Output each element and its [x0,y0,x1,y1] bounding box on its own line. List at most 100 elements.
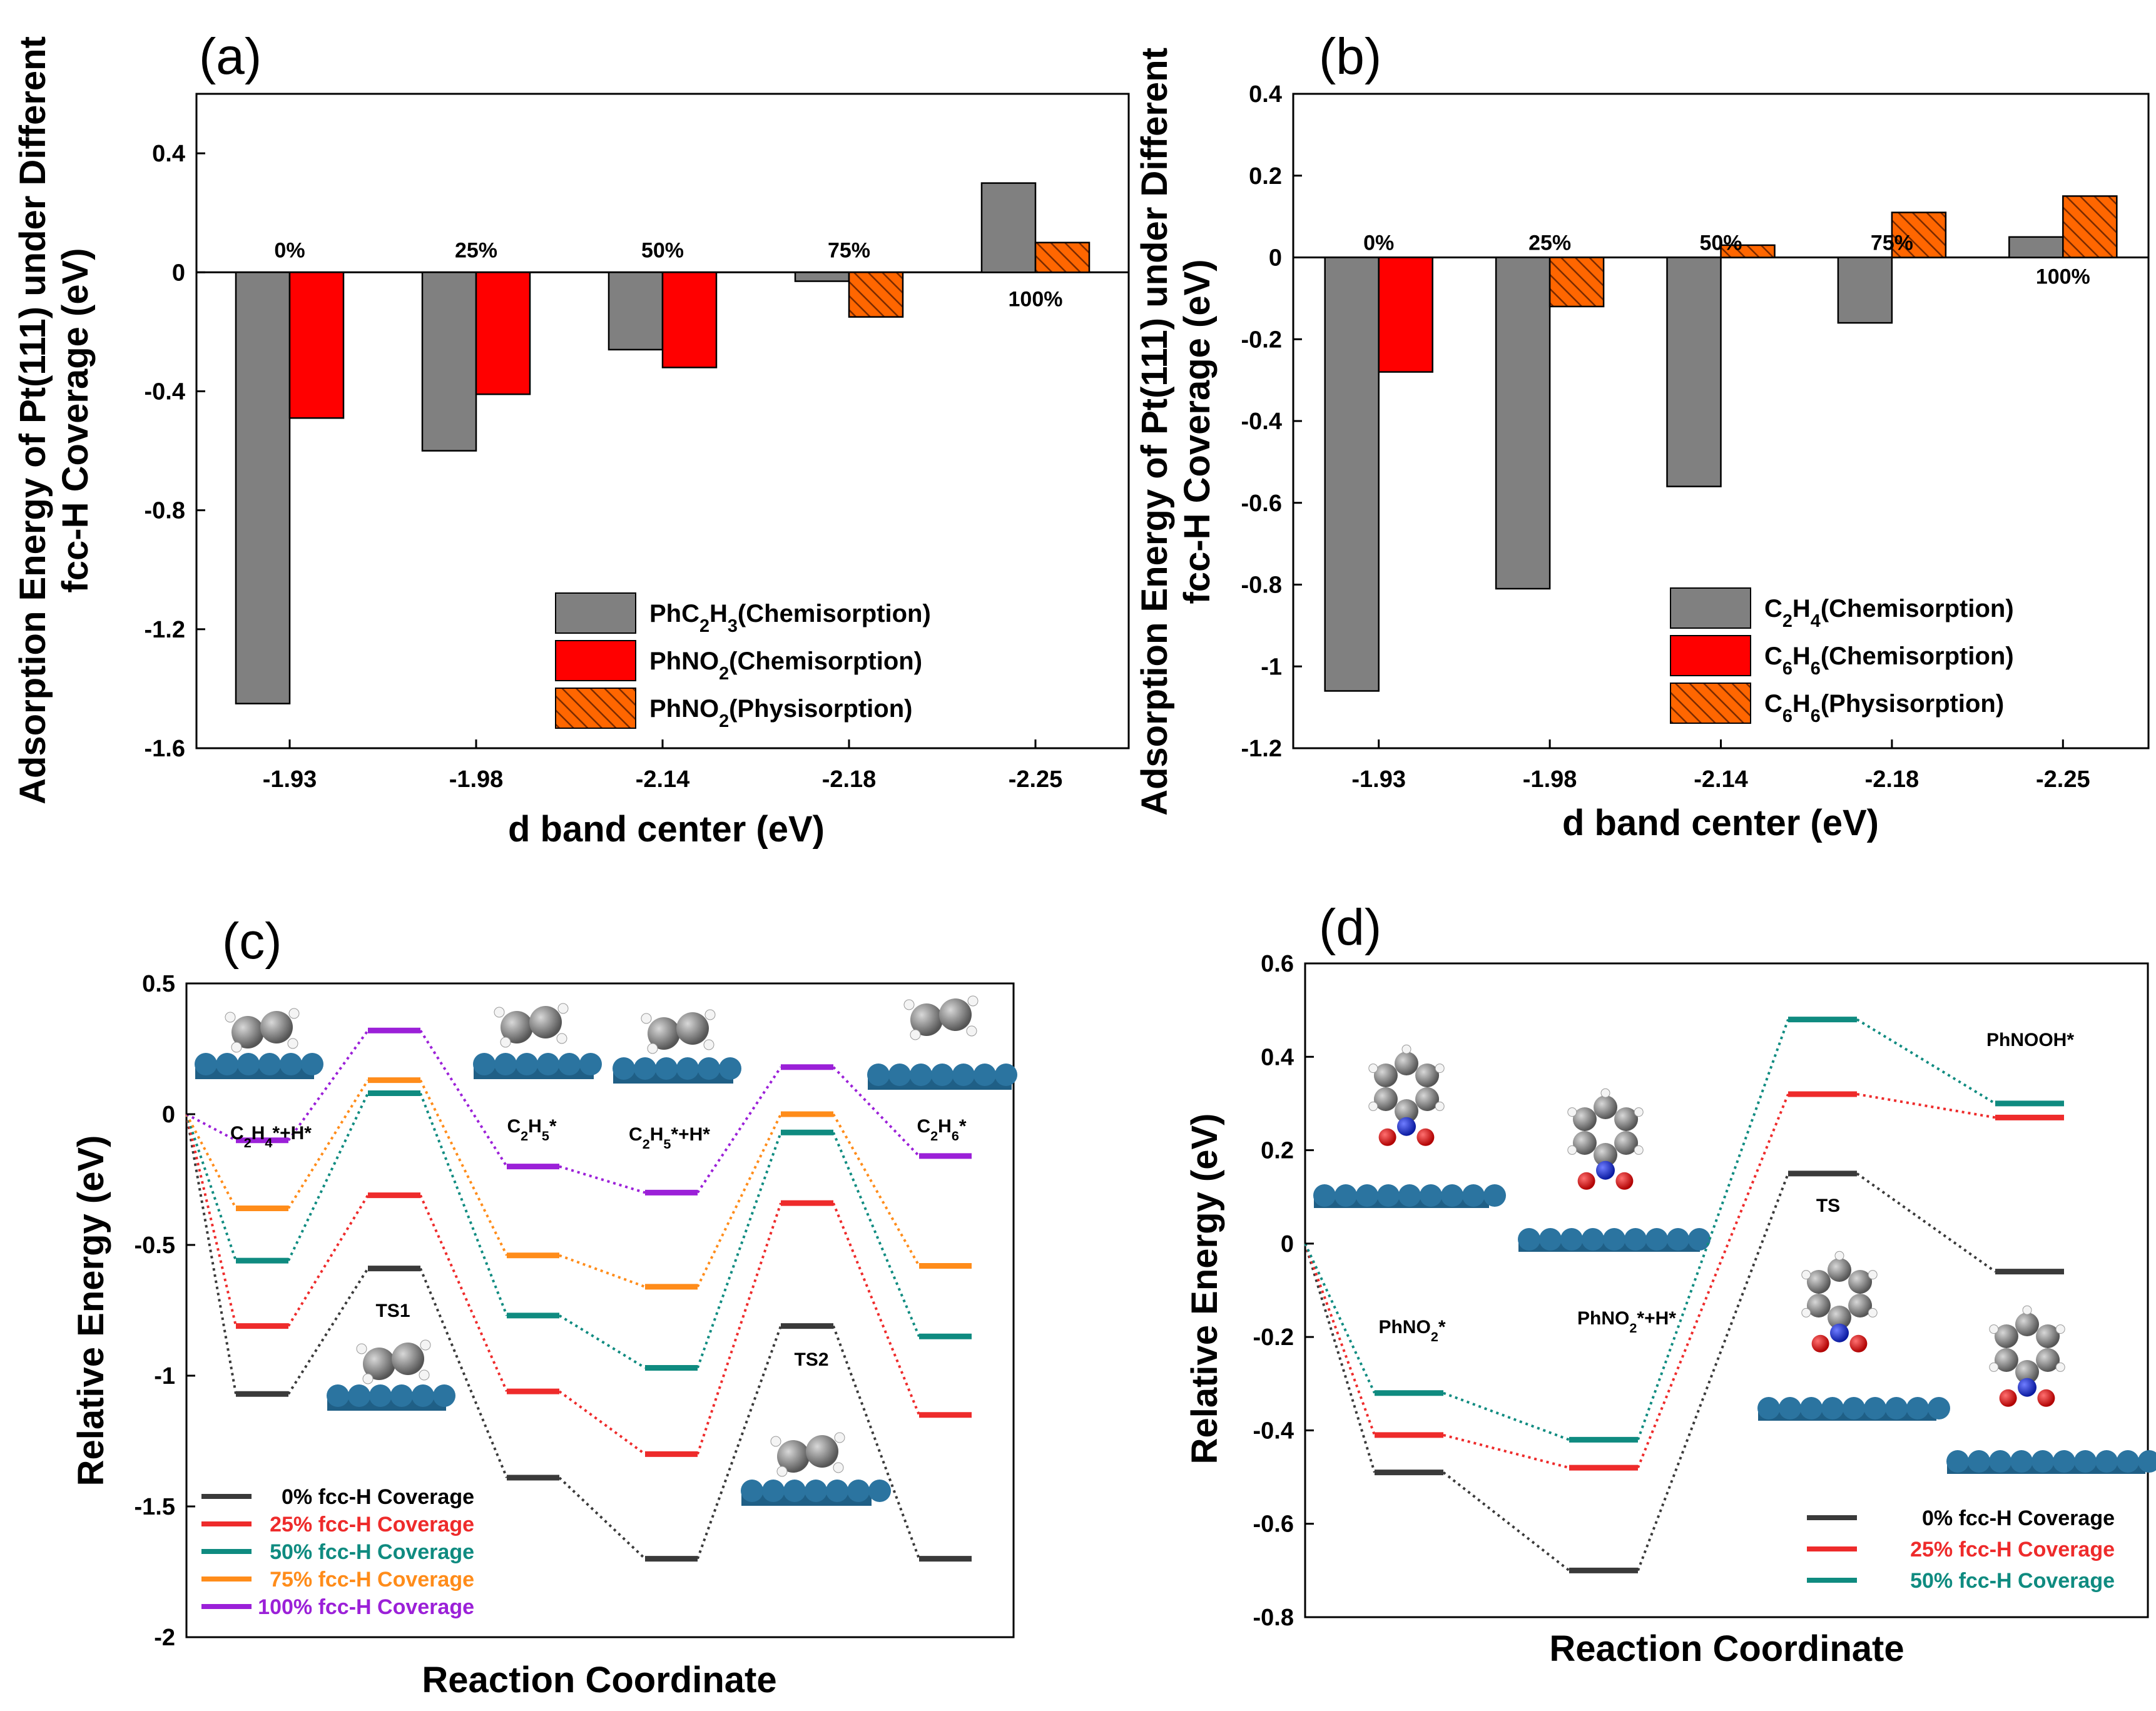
atom-H [420,1339,431,1351]
b-coverage-label: 100% [2036,265,2090,289]
surface-atom [1356,1184,1378,1207]
c-state-label: TS2 [794,1349,828,1370]
surface-atom [1335,1184,1357,1207]
a-bar-gray [235,272,291,704]
atom-H [287,1038,298,1049]
atom-H [231,1042,242,1053]
surface-atom [369,1384,392,1407]
c-slab-6 [741,1480,891,1506]
surface-atom [613,1057,635,1080]
panel-b-label: (b) [1319,28,1381,85]
b-coverage-label: 75% [1871,231,1913,255]
b-legend-label-part: C [1764,595,1782,622]
surface-atom [1603,1228,1625,1251]
b-legend-label: C2H4(Chemisorption) [1764,595,2014,631]
c-slab-1 [195,1053,323,1079]
c-state-label-part: 4 [265,1135,272,1150]
atom-C [1848,1294,1873,1318]
atom-C [676,1012,709,1045]
d-connector [1856,1093,1996,1119]
surface-atom [1821,1397,1844,1419]
d-state-label: PhNO2*+H* [1577,1308,1676,1336]
b-bar-gray [1495,256,1551,590]
b-bar-gray [1324,256,1380,692]
atom-H [1634,1145,1644,1155]
b-legend-label-part: (Chemisorption) [1821,595,2014,622]
c-connector [832,1132,920,1338]
c-ytick-label: -1 [154,1363,175,1389]
a-legend-label-part: PhC [649,600,699,627]
atom-C [777,1440,810,1473]
c-state-label: C2H5*+H* [629,1124,710,1152]
surface-atom [195,1053,217,1075]
panel-c-legend: 0% fcc-H Coverage 25% fcc-H Coverage 50% f… [201,1485,474,1619]
b-legend-label-part: H [1792,690,1811,718]
atom-C [1572,1131,1597,1155]
atom-O [1811,1334,1829,1353]
atom-H [2022,1305,2032,1315]
c-connector [419,1092,508,1316]
c-state-label-part: 6 [952,1128,959,1144]
atom-C [363,1348,395,1380]
surface-atom [237,1053,260,1075]
c-state-label: C2H4*+H* [230,1123,312,1150]
c-ytick-label: -2 [154,1625,175,1651]
atom-C [1828,1306,1851,1329]
atom-H [1989,1362,1999,1372]
atom-C [2015,1312,2039,1336]
atom-H [1868,1270,1878,1280]
c-state-label: C2H5* [507,1116,556,1144]
atom-H [494,1007,505,1018]
panel-c-molecule-illustrations [195,995,1017,1506]
atom-N [1397,1117,1416,1136]
c-state-label-part: C [629,1124,643,1145]
atom-C [1994,1324,2018,1348]
c-slab-2 [473,1053,602,1079]
a-bar-gray [980,182,1037,273]
atom-C [648,1017,680,1050]
panel-a-legend: PhC2H3(Chemisorption)PhNO2(Chemisorption… [555,592,931,731]
surface-atom [2074,1450,2097,1473]
surface-atom [1441,1184,1463,1207]
atom-C [529,1006,562,1038]
atom-O [1849,1334,1868,1353]
d-slab-3 [1757,1397,1950,1421]
b-bar-gray [1837,256,1893,324]
atom-H [1989,1324,1999,1334]
surface-atom [931,1064,953,1086]
c-connector [186,1113,236,1142]
b-legend-label: C6H6(Physisorption) [1764,690,2004,726]
b-legend-label-part: 4 [1811,611,1821,631]
d-state-label: PhNOOH* [1986,1030,2074,1050]
surface-atom [1313,1184,1336,1207]
atom-H [967,995,979,1007]
c-legend-label: 25% fcc-H Coverage [270,1513,474,1536]
atom-C [910,1003,943,1036]
a-coverage-label: 50% [641,238,684,262]
d-connector [1637,1094,1789,1468]
c-legend-label: 0% fcc-H Coverage [282,1485,474,1509]
surface-atom [698,1057,720,1080]
atom-C [1594,1095,1617,1119]
d-connector [1304,1243,1376,1436]
surface-atom [826,1480,848,1502]
surface-atom [390,1384,413,1407]
a-legend-label-part: 2 [699,616,709,636]
b-bar-hatch [1891,211,1947,258]
panel-d-molecule-illustrations [1313,1044,2156,1474]
c-ytick-label: -0.5 [135,1232,175,1259]
surface-atom [847,1480,870,1502]
surface-atom [1864,1397,1886,1419]
surface-atom [327,1384,349,1407]
c-state-label-part: 2 [244,1135,252,1150]
atom-C [1395,1052,1418,1075]
c-state-label-part: TS1 [375,1301,410,1321]
a-legend-swatch-gray [555,592,636,634]
a-xtick-label: -1.93 [263,766,317,793]
a-coverage-label: 75% [828,238,870,262]
c-slab-3 [613,1057,741,1084]
c-legend-label: 50% fcc-H Coverage [270,1540,474,1564]
c-connector [696,1066,782,1194]
a-bar-gray [794,272,850,282]
